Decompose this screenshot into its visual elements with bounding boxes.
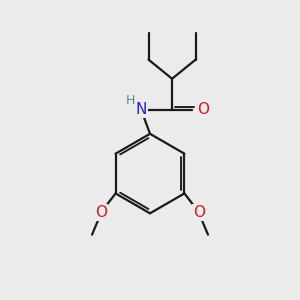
Text: O: O — [95, 205, 107, 220]
Text: O: O — [197, 102, 209, 117]
Text: H: H — [126, 94, 136, 107]
Text: O: O — [193, 205, 205, 220]
Text: N: N — [136, 102, 147, 117]
